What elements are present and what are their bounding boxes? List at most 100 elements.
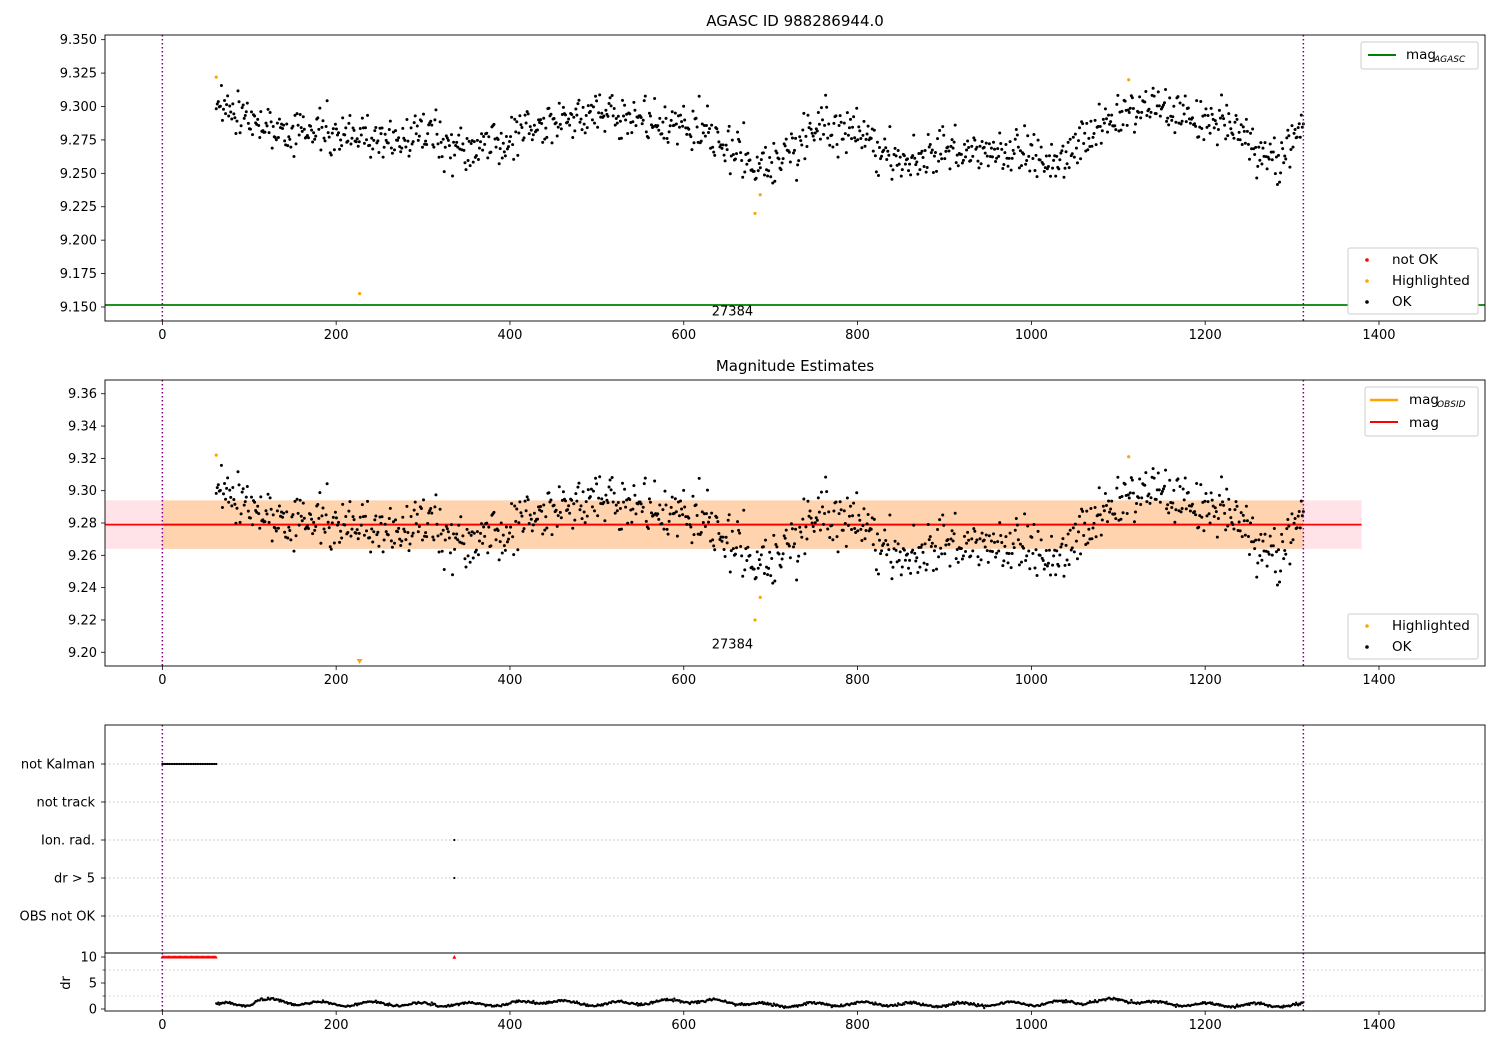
ok-point [600,497,604,501]
ok-point [940,157,944,161]
ok-point [864,137,868,141]
ok-point [380,126,384,130]
ok-point [235,119,239,123]
ok-point [273,135,277,139]
ok-point [663,105,667,109]
ok-point [479,140,483,144]
flag-point [202,762,206,766]
ok-point [653,97,657,101]
ok-point [1003,151,1007,155]
flag-point [206,762,209,766]
flag-point [178,762,181,766]
estimates-ytick-label: 9.30 [68,484,97,499]
ok-point [886,149,890,153]
ok-point [521,138,525,142]
dr-point [1064,998,1068,1002]
ok-point [517,131,521,135]
ok-point [1019,164,1023,168]
ok-point [401,515,405,519]
ok-point [720,539,724,543]
ok-point [475,530,479,534]
ok-point [1011,148,1015,152]
ok-point [926,523,930,527]
ok-point [1202,138,1206,142]
ok-point [515,120,519,124]
ok-point [398,145,402,149]
ok-point [852,115,856,119]
ok-point [500,156,504,160]
ok-point [1263,141,1267,145]
ok-point [316,116,320,120]
ok-point [1245,129,1249,133]
ok-point [229,110,233,114]
ok-point [608,96,612,100]
ok-point [1208,521,1212,525]
ok-point [1076,139,1080,143]
ok-point [950,138,954,142]
dr-point [854,1002,857,1006]
ok-point [789,522,793,526]
ok-point [1235,504,1239,508]
ok-point [1066,140,1070,144]
ok-point [1173,131,1177,135]
ok-point [445,527,449,531]
ok-point [682,104,686,108]
ok-point [333,510,337,514]
ok-point [1028,567,1032,571]
ok-point [858,129,862,133]
ok-point [443,145,447,149]
flag-point [182,762,185,766]
ok-point [784,137,788,141]
ok-point [396,530,400,534]
ok-point [318,491,322,495]
ok-point [772,141,776,145]
ok-point [723,159,727,163]
ok-point [566,508,570,512]
ok-point [274,529,278,533]
agasc-points-legend: not OK Highlighted OK [1347,247,1479,315]
ok-point [1001,564,1005,568]
ok-point [875,532,879,536]
ok-point [415,124,419,128]
ok-point [1125,512,1129,516]
ok-point [650,511,654,515]
ok-point [1260,162,1264,166]
ok-point [971,154,975,158]
ok-point [1221,500,1225,504]
ok-point [1050,534,1054,538]
ok-point [734,152,738,156]
ok-point [1259,532,1263,536]
ok-point [949,144,953,148]
ok-point [936,137,940,141]
ok-point [1239,511,1243,515]
ok-point [650,123,654,127]
ok-point [468,164,472,168]
ok-point [1221,114,1225,118]
ok-point [828,143,832,147]
ok-point [503,548,507,552]
ok-point [219,463,223,467]
ok-point [888,513,892,517]
ok-point [965,148,969,152]
ok-point [321,119,325,123]
ok-point [691,494,695,498]
ok-point [558,122,562,126]
ok-point [875,140,879,144]
ok-point [859,527,863,531]
ok-point [497,558,501,562]
ok-point [1055,549,1059,553]
ok-point [486,156,490,160]
ok-point [577,481,581,485]
ok-point [640,510,644,514]
ok-point [626,131,630,135]
estimates-title: Magnitude Estimates [716,357,874,375]
ok-point [1032,132,1036,136]
ok-point [580,128,584,132]
ok-point [314,524,318,528]
ok-point [1036,529,1040,533]
ok-point [309,124,313,128]
ok-point [1290,512,1294,516]
ok-point [371,147,375,151]
ok-point [843,132,847,136]
